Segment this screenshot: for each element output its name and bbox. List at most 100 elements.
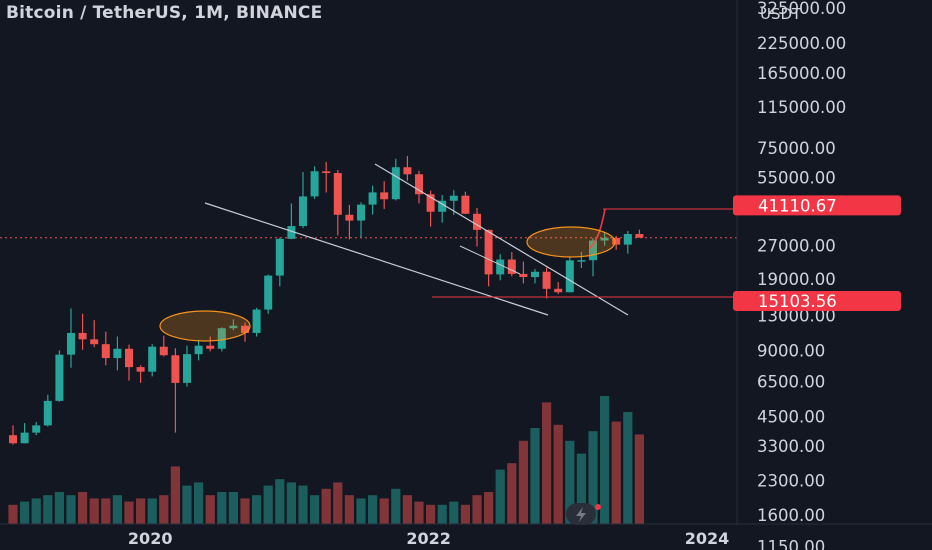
candle: [148, 344, 157, 377]
candle: [507, 252, 516, 277]
replay-button[interactable]: [566, 503, 601, 525]
volume-bar: [182, 485, 192, 524]
price-tick-label: 13000.00: [757, 306, 836, 325]
candle: [322, 161, 331, 193]
candle: [461, 191, 470, 215]
candle: [90, 320, 99, 348]
candle: [229, 319, 238, 331]
candle-body: [333, 173, 342, 215]
candle: [287, 203, 296, 240]
volume-bar: [101, 498, 111, 524]
candle: [252, 307, 261, 337]
volume-bar: [460, 504, 470, 524]
volume-bar: [333, 482, 343, 524]
candle-body: [461, 195, 470, 214]
time-axis[interactable]: 2020 2022 2024: [128, 529, 729, 548]
candle-body: [368, 192, 377, 205]
price-tick-label: 2300.00: [757, 472, 825, 491]
candle: [43, 394, 52, 427]
candle-body: [183, 354, 191, 383]
highlight-2023: [526, 226, 616, 258]
candle: [310, 166, 319, 200]
volume-bar: [20, 501, 30, 524]
candle-body: [9, 435, 17, 444]
volume-bar: [542, 402, 552, 524]
notification-dot: [595, 504, 601, 510]
volume-bar: [228, 492, 238, 524]
candle-body: [287, 226, 296, 239]
volume-bar: [600, 396, 610, 524]
price-tick-label: 4500.00: [757, 407, 825, 426]
candle-body: [206, 345, 215, 349]
volume-bar: [89, 498, 99, 524]
price-tick-label: 165000.00: [757, 64, 846, 83]
candle-body: [299, 196, 307, 227]
price-tick-label: 75000.00: [757, 139, 836, 158]
volume-bar: [136, 498, 146, 524]
candle: [55, 350, 64, 402]
candle: [183, 345, 191, 387]
candle-body: [531, 271, 539, 278]
volume-bars: [8, 396, 644, 524]
volume-bar: [356, 498, 366, 524]
currency-label: USDT: [760, 5, 802, 23]
candle: [194, 339, 203, 361]
candle: [357, 202, 365, 238]
drawings-layer: [159, 163, 736, 342]
volume-bar: [368, 495, 378, 524]
candle: [275, 237, 284, 287]
candle-body: [217, 328, 226, 349]
time-tick-label: 2020: [128, 529, 173, 548]
candle: [67, 308, 75, 368]
volume-bar: [170, 466, 180, 524]
volume-bar: [147, 498, 157, 524]
candle: [345, 204, 354, 240]
candle: [159, 335, 168, 357]
badge-background: [733, 195, 901, 216]
volume-bar: [124, 501, 134, 524]
price-axis[interactable]: 325000.00 225000.00 165000.00 115000.00 7500…: [757, 0, 846, 550]
time-tick-label: 2024: [685, 529, 730, 548]
candle: [136, 365, 145, 383]
candle-body: [380, 192, 389, 200]
candle: [519, 261, 528, 284]
mid-trendline: [459, 245, 521, 275]
candle-body: [322, 171, 331, 174]
candle-body: [484, 229, 493, 275]
candle: [241, 322, 249, 342]
candle: [473, 207, 481, 247]
candle: [612, 235, 621, 250]
candle: [577, 251, 586, 268]
candle-body: [519, 273, 528, 278]
candle-body: [496, 259, 505, 275]
price-tick-label: 9000.00: [757, 341, 825, 360]
candle-body: [252, 309, 261, 333]
candle: [113, 336, 122, 371]
volume-bar: [530, 428, 540, 524]
volume-bar: [379, 498, 389, 524]
candle: [206, 336, 215, 352]
candle-body: [438, 200, 447, 212]
candle-body: [275, 238, 284, 276]
volume-bar: [321, 488, 331, 524]
volume-bar: [344, 495, 354, 524]
projection-arrow: [589, 208, 606, 249]
candle-body: [357, 204, 365, 221]
candle-body: [241, 325, 249, 333]
candle-body: [623, 234, 632, 245]
candle: [32, 421, 41, 436]
candle-body: [577, 260, 586, 262]
volume-bar: [78, 492, 88, 524]
candle: [484, 229, 493, 287]
candle: [368, 185, 377, 215]
candle-body: [310, 171, 319, 197]
volume-bar: [217, 492, 227, 524]
candle-body: [473, 213, 481, 230]
candle-body: [20, 432, 29, 444]
price-label-badge: 15103.56: [733, 290, 901, 311]
lower-trendline: [204, 202, 549, 316]
candle-body: [229, 325, 238, 329]
volume-bar: [634, 434, 644, 524]
candle-body: [565, 260, 574, 293]
